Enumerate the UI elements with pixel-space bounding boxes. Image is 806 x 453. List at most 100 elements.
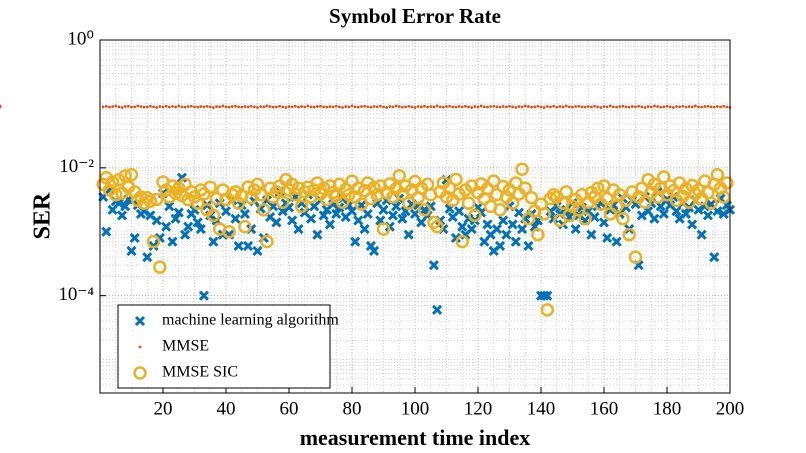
dot-marker [608, 104, 612, 108]
dot-marker [602, 105, 606, 108]
dot-marker [344, 105, 348, 108]
x-marker [179, 229, 191, 240]
dot-marker [290, 105, 294, 109]
dot-marker [130, 105, 133, 109]
dot-marker [246, 105, 250, 109]
dot-marker [498, 105, 502, 109]
dot-marker [196, 105, 200, 109]
dot-marker [564, 104, 568, 108]
circle-marker [260, 234, 274, 249]
dot-marker [464, 104, 467, 108]
circle-marker [225, 187, 240, 202]
dot-marker [331, 105, 335, 109]
dot-marker [523, 104, 527, 108]
x-marker [702, 210, 714, 221]
circle-marker [442, 181, 457, 195]
dot-marker [517, 105, 521, 108]
circle-marker [257, 203, 271, 217]
dot-marker [382, 105, 385, 109]
dot-marker [372, 105, 376, 108]
x-tick-label: 120 [464, 398, 493, 419]
dot-marker [719, 105, 722, 109]
x-marker [428, 260, 439, 271]
dot-marker [410, 105, 414, 109]
circle-marker [710, 167, 725, 182]
x-tick-label: 40 [217, 398, 236, 419]
x-marker [120, 201, 131, 212]
dot-marker [297, 105, 300, 109]
x-marker [387, 210, 399, 221]
dot-marker [527, 105, 530, 108]
x-marker [134, 315, 146, 327]
x-marker [598, 217, 610, 228]
dot-marker [501, 105, 505, 108]
dot-marker [476, 105, 480, 109]
x-marker [491, 224, 502, 235]
dot-marker [171, 105, 174, 108]
dot-marker [369, 105, 373, 109]
dot-marker [394, 104, 398, 108]
dot-marker [653, 104, 656, 108]
y-tick-label: 10⁰ [67, 28, 94, 49]
x-marker [671, 206, 682, 217]
circle-marker [253, 187, 268, 202]
dot-marker [139, 105, 143, 108]
dot-marker [278, 104, 281, 108]
dot-marker [300, 105, 303, 108]
dot-marker [675, 105, 678, 108]
x-axis-label: measurement time index [300, 425, 531, 450]
dot-marker [252, 105, 256, 109]
circle-marker [294, 199, 309, 214]
x-marker [305, 213, 317, 224]
dot-marker [338, 105, 341, 109]
dot-marker [303, 105, 307, 109]
dot-marker [404, 105, 407, 109]
circle-marker [109, 187, 123, 202]
x-marker [271, 217, 282, 228]
dot-marker [180, 105, 184, 109]
dot-marker [413, 106, 417, 109]
dot-marker [567, 105, 571, 109]
axes-frame [99, 39, 731, 394]
dot-marker [467, 105, 470, 109]
x-marker [198, 290, 210, 301]
x-marker [126, 245, 137, 257]
dot-marker [716, 105, 719, 108]
dot-marker [227, 105, 231, 109]
circle-marker [720, 176, 734, 190]
dot-marker [643, 106, 647, 109]
dot-marker [221, 104, 225, 108]
circle-marker [468, 208, 482, 223]
x-marker [494, 240, 506, 251]
dot-marker [186, 105, 190, 108]
circle-marker [222, 224, 236, 239]
dot-marker [596, 105, 600, 109]
dot-marker [249, 104, 253, 108]
circle-marker [619, 193, 633, 208]
x-marker [409, 208, 421, 219]
circle-marker [578, 211, 592, 226]
x-marker [161, 221, 172, 232]
dot-marker [615, 105, 618, 109]
dot-marker [123, 105, 127, 108]
dot-marker [649, 105, 653, 109]
dot-marker [126, 104, 130, 108]
x-marker [501, 229, 512, 240]
x-marker [658, 208, 669, 219]
circle-marker [153, 260, 167, 274]
dot-marker [334, 104, 338, 108]
dot-marker [423, 104, 426, 108]
dot-marker [284, 106, 288, 109]
x-marker [517, 224, 528, 235]
dot-marker [520, 105, 524, 109]
dot-marker [271, 105, 275, 109]
dot-marker [441, 105, 445, 109]
dot-marker [360, 105, 363, 108]
dot-marker [511, 105, 515, 109]
circle-marker [493, 203, 507, 217]
dot-marker [161, 105, 165, 109]
dot-marker [542, 106, 546, 109]
circle-marker [417, 203, 432, 217]
dot-marker [259, 105, 263, 108]
x-tick-label: 80 [343, 398, 362, 419]
